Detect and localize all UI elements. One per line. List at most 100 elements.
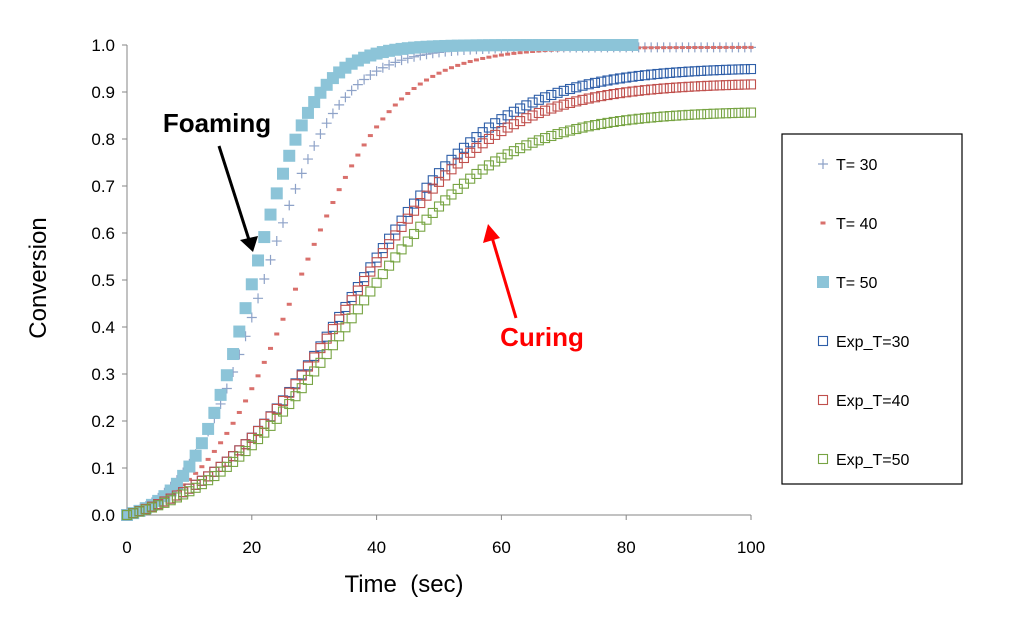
y-tick-label: 0.9 <box>91 83 115 102</box>
data-point <box>577 94 588 105</box>
data-point <box>377 248 388 259</box>
y-tick-label: 0.1 <box>91 459 115 478</box>
data-point <box>664 67 675 78</box>
data-point <box>427 207 438 219</box>
data-point <box>433 176 445 187</box>
data-point <box>327 108 338 119</box>
data-point <box>371 257 382 268</box>
data-point <box>708 80 719 91</box>
data-point <box>380 117 386 121</box>
data-point <box>546 130 557 142</box>
legend-items: T= 30 T= 40 T= 50 Exp_T=30 Exp_T=40 Exp_T=50 <box>817 157 909 469</box>
data-point <box>243 399 249 403</box>
data-point <box>408 205 420 216</box>
data-point <box>521 140 532 151</box>
data-point <box>446 154 457 165</box>
data-point <box>689 81 700 92</box>
data-point <box>727 64 738 75</box>
data-point <box>214 388 227 401</box>
data-point <box>627 71 638 82</box>
data-point <box>408 198 420 209</box>
data-point <box>349 164 355 168</box>
data-point <box>496 152 507 163</box>
data-point <box>745 63 757 75</box>
data-point <box>311 242 317 246</box>
data-point <box>448 66 454 70</box>
data-point <box>558 127 569 138</box>
data-point <box>496 126 507 137</box>
data-point <box>558 99 569 110</box>
data-point <box>702 108 713 120</box>
data-point <box>527 97 538 108</box>
data-point <box>178 489 189 500</box>
legend-label: T= 30 <box>836 157 877 174</box>
data-point <box>346 291 357 303</box>
data-point <box>309 140 320 151</box>
data-point <box>340 322 351 333</box>
data-point <box>246 440 257 451</box>
data-point <box>648 46 654 50</box>
data-point <box>302 374 314 385</box>
data-point <box>183 460 196 473</box>
data-point <box>153 500 164 511</box>
data-point <box>442 68 448 72</box>
legend-marker <box>817 453 829 465</box>
data-point <box>642 46 648 50</box>
data-point <box>689 66 700 77</box>
data-point <box>608 116 619 127</box>
data-point <box>652 111 663 123</box>
data-point <box>589 92 601 103</box>
data-point <box>689 109 700 120</box>
y-tick-label: 0.8 <box>91 130 115 149</box>
data-point <box>365 266 376 277</box>
y-tick-label: 0.0 <box>91 506 115 525</box>
data-point <box>174 488 180 492</box>
data-point <box>321 333 332 344</box>
data-point <box>461 61 467 65</box>
data-point <box>708 108 719 119</box>
data-point <box>190 482 201 493</box>
y-axis-title: Conversion <box>25 217 52 338</box>
data-point <box>596 76 607 87</box>
data-point <box>540 133 551 144</box>
data-point <box>490 156 501 167</box>
data-point <box>236 410 242 414</box>
data-point <box>159 497 170 508</box>
data-point <box>608 74 619 85</box>
data-point <box>352 281 363 293</box>
data-point <box>396 221 407 232</box>
data-point <box>696 81 707 92</box>
data-point <box>415 190 426 201</box>
data-point <box>392 103 398 107</box>
y-tick-label: 0.6 <box>91 224 115 243</box>
data-point <box>277 395 289 407</box>
data-point <box>374 125 380 129</box>
data-point <box>371 277 382 288</box>
data-point <box>171 492 182 503</box>
data-point <box>530 49 536 53</box>
data-point <box>508 119 519 130</box>
data-point <box>334 314 345 325</box>
data-point <box>121 509 133 521</box>
data-point <box>246 432 257 443</box>
data-point <box>234 445 245 456</box>
data-point <box>367 134 373 138</box>
annotation-foaming-arrow <box>217 145 252 244</box>
data-point <box>602 75 613 86</box>
data-point <box>346 85 357 96</box>
data-point <box>336 188 342 192</box>
data-point <box>452 158 463 169</box>
data-point <box>627 114 638 125</box>
data-point <box>502 149 513 160</box>
data-point <box>249 387 255 391</box>
data-point <box>527 137 538 148</box>
data-point <box>295 119 308 132</box>
data-point <box>408 228 420 240</box>
data-point <box>330 201 336 205</box>
x-ticks: 0 20 40 60 80 100 <box>122 515 765 557</box>
data-point <box>299 272 305 276</box>
data-point <box>440 170 451 181</box>
y-tick-label: 0.4 <box>91 318 115 337</box>
data-point <box>646 112 657 123</box>
